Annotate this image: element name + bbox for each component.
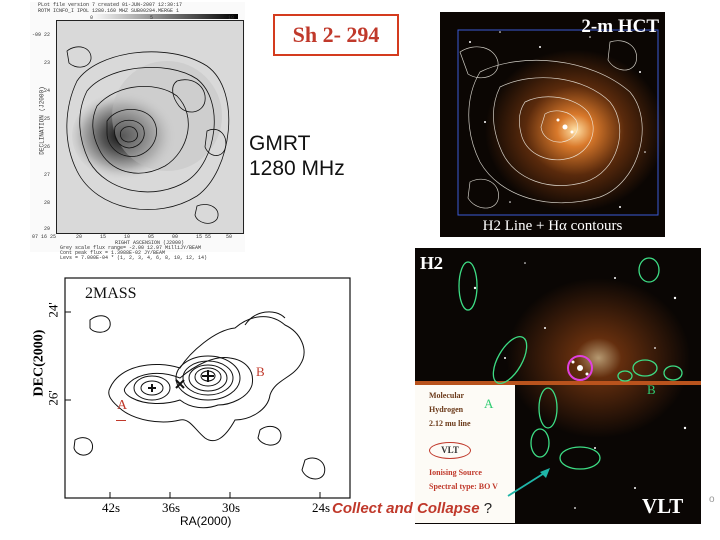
twomass-label-b: B: [256, 364, 265, 379]
collect-collapse-caption: Collect and Collapse ?: [332, 500, 492, 517]
vlt-h2-image: [415, 248, 701, 524]
slide-title-box: Sh 2- 294: [273, 14, 399, 56]
gmrt-ra-tick: 07 16 25: [32, 234, 57, 240]
gmrt-ra-tick: 00: [172, 234, 179, 240]
vlt-label-a: A: [484, 396, 494, 411]
gmrt-ra-tick: 15: [100, 234, 107, 240]
twomass-dec-tick: 24': [45, 302, 61, 318]
hct-title: 2-m HCT: [581, 16, 659, 37]
slide-title: Sh 2- 294: [292, 22, 380, 47]
gmrt-dec-tick: 26: [44, 144, 51, 150]
twomass-dec-tick: 26': [45, 390, 61, 406]
gmrt-dec-tick: 25: [44, 116, 51, 122]
gmrt-dec-tick: 29: [44, 226, 51, 232]
legend-line-2: Hydrogen: [429, 405, 464, 414]
gmrt-header-2: ROTM ICNFO_I IPOL 1280.160 MHZ SUB00294.…: [38, 8, 180, 14]
gmrt-ra-tick: 15 55: [196, 234, 212, 240]
gmrt-footer-3: Levs = 7.000E-04 * (1, 2, 3, 4, 6, 8, 10…: [60, 255, 208, 261]
twomass-label-a: A: [117, 398, 128, 413]
vlt-label: VLT: [642, 494, 684, 518]
hct-image: [440, 12, 665, 237]
legend-vlt-badge: VLT: [429, 442, 471, 459]
twomass-contour-panel: 24' 26' DEC(2000) 42s 36s 30s 24s RA(200…: [30, 270, 355, 532]
legend-spectral-type: Spectral type: BO V: [429, 482, 498, 491]
caption-question: ?: [483, 500, 493, 517]
gmrt-dec-tick: 28: [44, 200, 51, 206]
legend-line-3: 2.12 mu line: [429, 419, 471, 428]
gmrt-colorbar-tick: 0: [90, 15, 94, 21]
gmrt-ra-tick: 05: [148, 234, 155, 240]
gmrt-greyscale-image: [56, 20, 244, 234]
caption-arrow: [507, 468, 550, 497]
gmrt-x-label: RIGHT ASCENSION (J2000): [115, 240, 185, 246]
gmrt-map-panel: PLot file version 7 created 01-JUN-2007 …: [30, 2, 245, 261]
gmrt-ra-tick: 10: [124, 234, 131, 240]
h2-label: H2: [420, 253, 444, 273]
gmrt-y-label: DECLINATION (J2000): [38, 86, 46, 155]
twomass-x-label: RA(2000): [180, 514, 232, 528]
hct-image-panel: 2-m HCT H2 Line + Hα contours: [440, 12, 665, 237]
twomass-a-underline: [116, 420, 126, 421]
vlt-label-b: B: [647, 382, 656, 397]
gmrt-footer-1: Grey scale flux range= -2.00 12.97 Milli…: [60, 245, 202, 251]
gmrt-dec-tick: 27: [44, 172, 51, 178]
gmrt-colorbar: [90, 14, 238, 19]
twomass-label: 2MASS: [85, 285, 137, 302]
legend-ionising-source: Ionising Source: [429, 468, 482, 477]
legend-line-1: Molecular: [429, 391, 465, 400]
gmrt-header-1: PLot file version 7 created 01-JUN-2007 …: [38, 2, 183, 8]
twomass-y-label: DEC(2000): [31, 329, 47, 397]
twomass-ra-tick: 24s: [312, 500, 331, 515]
gmrt-ra-tick: 50: [226, 234, 233, 240]
corner-mark: o: [709, 494, 715, 505]
twomass-ra-tick: 36s: [162, 500, 181, 515]
caption-italic: Collect and Collapse: [332, 500, 480, 517]
gmrt-ra-tick: 20: [76, 234, 83, 240]
gmrt-contours: [57, 21, 243, 233]
gmrt-dec-tick: -09 22: [32, 32, 51, 38]
twomass-contour-plot: [64, 277, 351, 499]
gmrt-colorbar-tick: 5: [150, 15, 154, 21]
gmrt-label-line1: GMRT: [249, 132, 311, 155]
gmrt-footer-2: Cont peak flux = 1.3988E-02 JY/BEAM: [60, 250, 166, 256]
gmrt-colorbar-tick: 10: [228, 15, 235, 21]
hct-caption: H2 Line + Hα contours: [482, 218, 623, 234]
gmrt-dec-tick: 23: [44, 60, 51, 66]
gmrt-label-line2: 1280 MHz: [249, 157, 345, 180]
gmrt-dec-tick: 24: [44, 88, 51, 94]
gmrt-label: GMRT 1280 MHz: [249, 131, 345, 181]
twomass-ra-tick: 42s: [102, 500, 121, 515]
twomass-ra-tick: 30s: [222, 500, 241, 515]
vlt-legend: Molecular Hydrogen 2.12 mu line VLT Ioni…: [415, 385, 515, 523]
